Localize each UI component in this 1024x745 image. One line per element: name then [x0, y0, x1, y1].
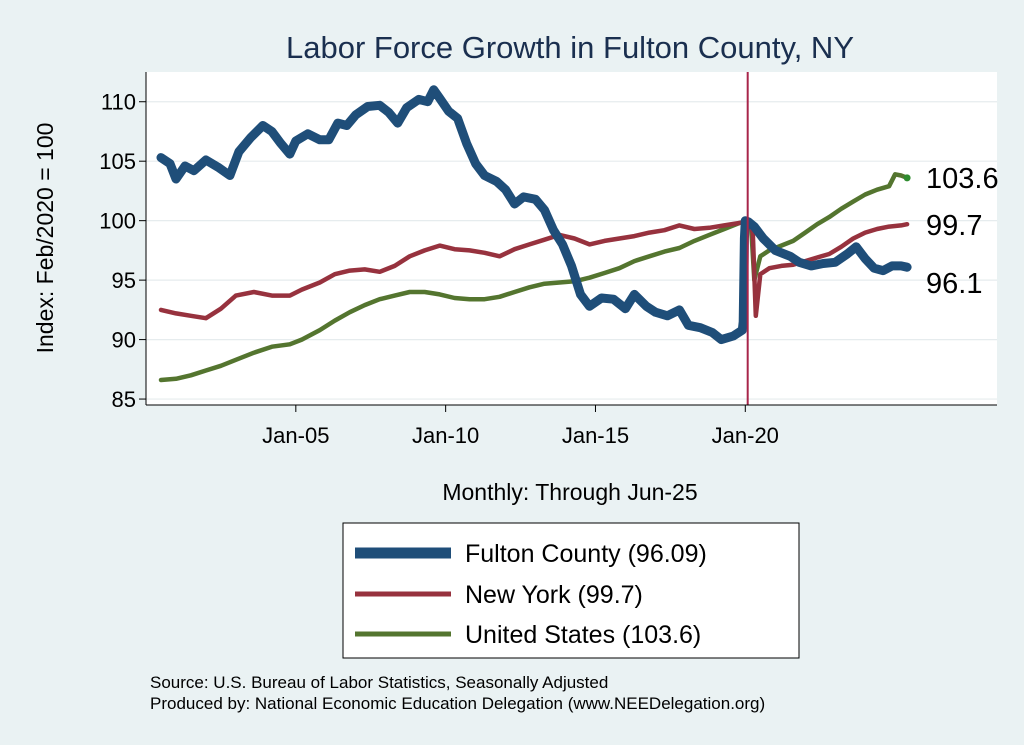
chart-title: Labor Force Growth in Fulton County, NY: [286, 30, 854, 65]
y-ticks: 85 90 95 100 105 110: [99, 90, 146, 412]
y-tick-label: 90: [112, 328, 136, 353]
x-ticks: Jan-05 Jan-10 Jan-15 Jan-20: [262, 405, 779, 448]
end-label-new-york: 99.7: [926, 210, 982, 242]
series-group: [156, 85, 912, 383]
series-line-fulton-county: [156, 85, 912, 345]
x-tick-label: Jan-10: [412, 423, 479, 448]
end-label-fulton-county: 96.1: [926, 268, 982, 300]
x-tick-label: Jan-15: [562, 423, 629, 448]
end-label-united-states: 103.6: [926, 163, 999, 195]
legend-label: Fulton County (96.09): [465, 540, 707, 568]
source-note: Source: U.S. Bureau of Labor Statistics,…: [150, 673, 608, 692]
x-tick-label: Jan-05: [262, 423, 329, 448]
axes: [145, 72, 997, 406]
y-tick-label: 100: [99, 209, 136, 234]
y-tick-label: 110: [101, 90, 136, 115]
series-end-marker: [903, 174, 911, 182]
y-tick-label: 105: [99, 149, 136, 174]
series-line-united-states: [158, 172, 910, 383]
legend-label: New York (99.7): [465, 581, 643, 609]
y-tick-label: 95: [112, 268, 136, 293]
x-tick-label: Jan-20: [712, 423, 779, 448]
legend: Fulton County (96.09) New York (99.7) Unit…: [355, 540, 707, 649]
end-labels: 96.1 99.7 103.6: [926, 163, 999, 300]
y-tick-label: 85: [112, 387, 136, 412]
x-axis-title: Monthly: Through Jun-25: [442, 479, 697, 505]
y-axis-title: Index: Feb/2020 = 100: [32, 123, 58, 354]
producer-note: Produced by: National Economic Education…: [150, 694, 765, 713]
legend-label: United States (103.6): [465, 621, 701, 649]
